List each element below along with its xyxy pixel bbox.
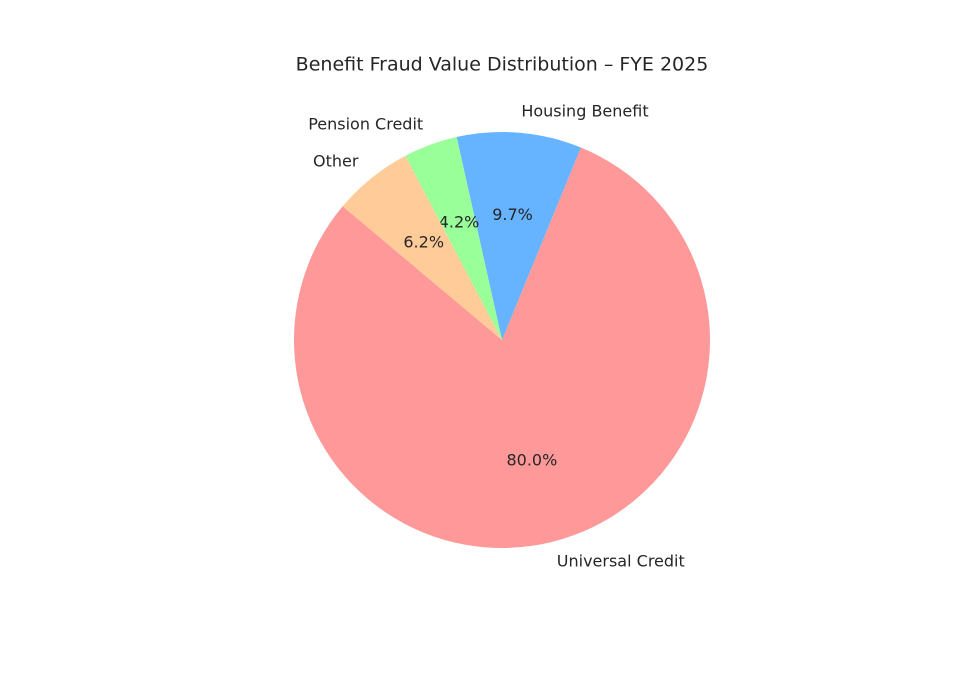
chart-title: Benefit Fraud Value Distribution – FYE 2… bbox=[296, 54, 709, 76]
slice-label: Housing Benefit bbox=[521, 102, 648, 121]
slice-label: Pension Credit bbox=[308, 115, 423, 134]
pie-slice bbox=[456, 132, 581, 340]
value-label: 6.2% bbox=[403, 232, 444, 251]
value-label: 9.7% bbox=[492, 205, 533, 224]
value-label: 4.2% bbox=[439, 212, 480, 231]
value-label: 80.0% bbox=[506, 451, 557, 470]
slice-label: Universal Credit bbox=[557, 552, 685, 571]
pie-slice bbox=[342, 155, 502, 340]
slice-label: Other bbox=[313, 151, 359, 170]
pie-slice bbox=[294, 147, 710, 548]
pie-slice bbox=[405, 137, 502, 340]
